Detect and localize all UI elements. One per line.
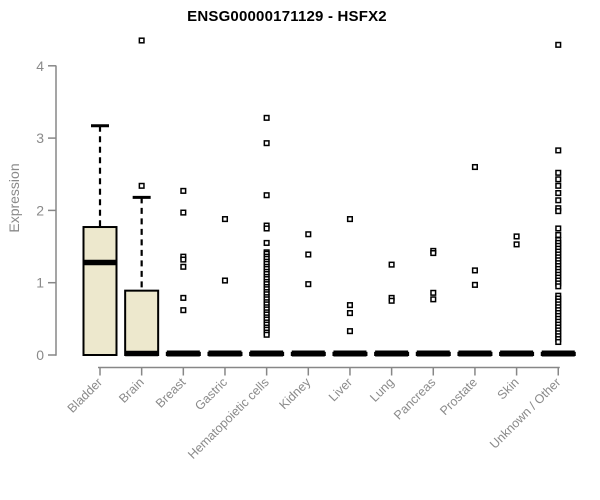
outlier-point-breast — [180, 263, 187, 270]
outlier-point-prostate — [471, 163, 478, 171]
outlier-point-pancreas — [430, 296, 437, 303]
outlier-point-breast — [180, 294, 187, 301]
outlier-point-breast — [180, 187, 187, 194]
outlier-point-unknown-other — [555, 182, 562, 189]
outlier-point-hematopoietic-cells — [263, 140, 270, 147]
y-tick-label: 1 — [36, 275, 44, 291]
x-tick-label-breast: Breast — [153, 375, 189, 411]
y-axis-label: Expression — [6, 163, 22, 233]
outlier-point-unknown-other — [555, 176, 562, 183]
outlier-point-unknown-other — [555, 197, 562, 204]
box-brain — [124, 289, 160, 357]
outlier-point-pancreas — [430, 289, 437, 296]
y-tick-label: 0 — [36, 347, 44, 363]
outlier-point-lung — [388, 297, 395, 304]
outlier-point-hematopoietic-cells — [263, 239, 270, 246]
x-tick-label-bladder: Bladder — [65, 375, 105, 415]
x-tick-label-lung: Lung — [367, 375, 397, 405]
outlier-point-skin — [513, 241, 520, 248]
y-tick-label: 4 — [36, 58, 44, 74]
x-tick-label-pancreas: Pancreas — [391, 375, 438, 422]
outlier-point-prostate — [471, 281, 478, 288]
box-bladder — [82, 226, 118, 357]
x-tick-label-skin: Skin — [495, 375, 522, 402]
x-tick-label-unknown-other: Unknown / Other — [487, 375, 563, 451]
outlier-point-kidney — [305, 251, 312, 258]
outlier-point-unknown-other — [555, 41, 562, 48]
outlier-point-hematopoietic-cells — [263, 192, 270, 199]
x-tick-label-gastric: Gastric — [192, 375, 230, 413]
outlier-point-brain — [138, 182, 145, 189]
outlier-point-unknown-other — [555, 283, 562, 290]
outlier-point-unknown-other — [555, 225, 562, 232]
outlier-point-liver — [346, 216, 354, 223]
outlier-point-unknown-other — [555, 189, 562, 197]
chart-title: ENSG00000171129 - HSFX2 — [187, 8, 387, 25]
outlier-point-hematopoietic-cells — [263, 114, 270, 121]
outlier-point-unknown-other — [555, 208, 562, 215]
outlier-point-hematopoietic-cells — [263, 331, 270, 338]
x-tick-label-prostate: Prostate — [437, 375, 480, 418]
outlier-point-liver — [346, 302, 354, 309]
x-tick-label-hematopoietic-cells: Hematopoietic cells — [185, 375, 272, 462]
outlier-point-unknown-other — [555, 231, 562, 239]
outlier-point-liver — [346, 310, 354, 317]
outlier-point-breast — [180, 307, 187, 314]
outlier-point-gastric — [221, 216, 229, 223]
outlier-point-hematopoietic-cells — [263, 225, 270, 232]
outlier-point-pancreas — [430, 250, 437, 257]
outlier-point-brain — [138, 37, 145, 44]
outlier-point-breast — [180, 209, 187, 216]
outlier-point-unknown-other — [555, 169, 562, 176]
outlier-point-skin — [513, 233, 520, 240]
y-tick-label: 3 — [36, 130, 44, 146]
outlier-point-kidney — [305, 281, 312, 288]
outlier-point-prostate — [471, 267, 478, 274]
outlier-point-kidney — [305, 231, 312, 238]
outlier-point-liver — [346, 328, 354, 335]
x-tick-label-liver: Liver — [326, 375, 355, 404]
outlier-point-gastric — [221, 277, 229, 284]
x-tick-label-brain: Brain — [116, 375, 147, 406]
outlier-point-breast — [180, 256, 187, 263]
outlier-point-lung — [388, 261, 395, 268]
x-tick-label-kidney: Kidney — [276, 375, 313, 412]
outlier-point-unknown-other — [555, 147, 562, 154]
outlier-point-unknown-other — [555, 338, 562, 346]
y-tick-label: 2 — [36, 202, 44, 218]
